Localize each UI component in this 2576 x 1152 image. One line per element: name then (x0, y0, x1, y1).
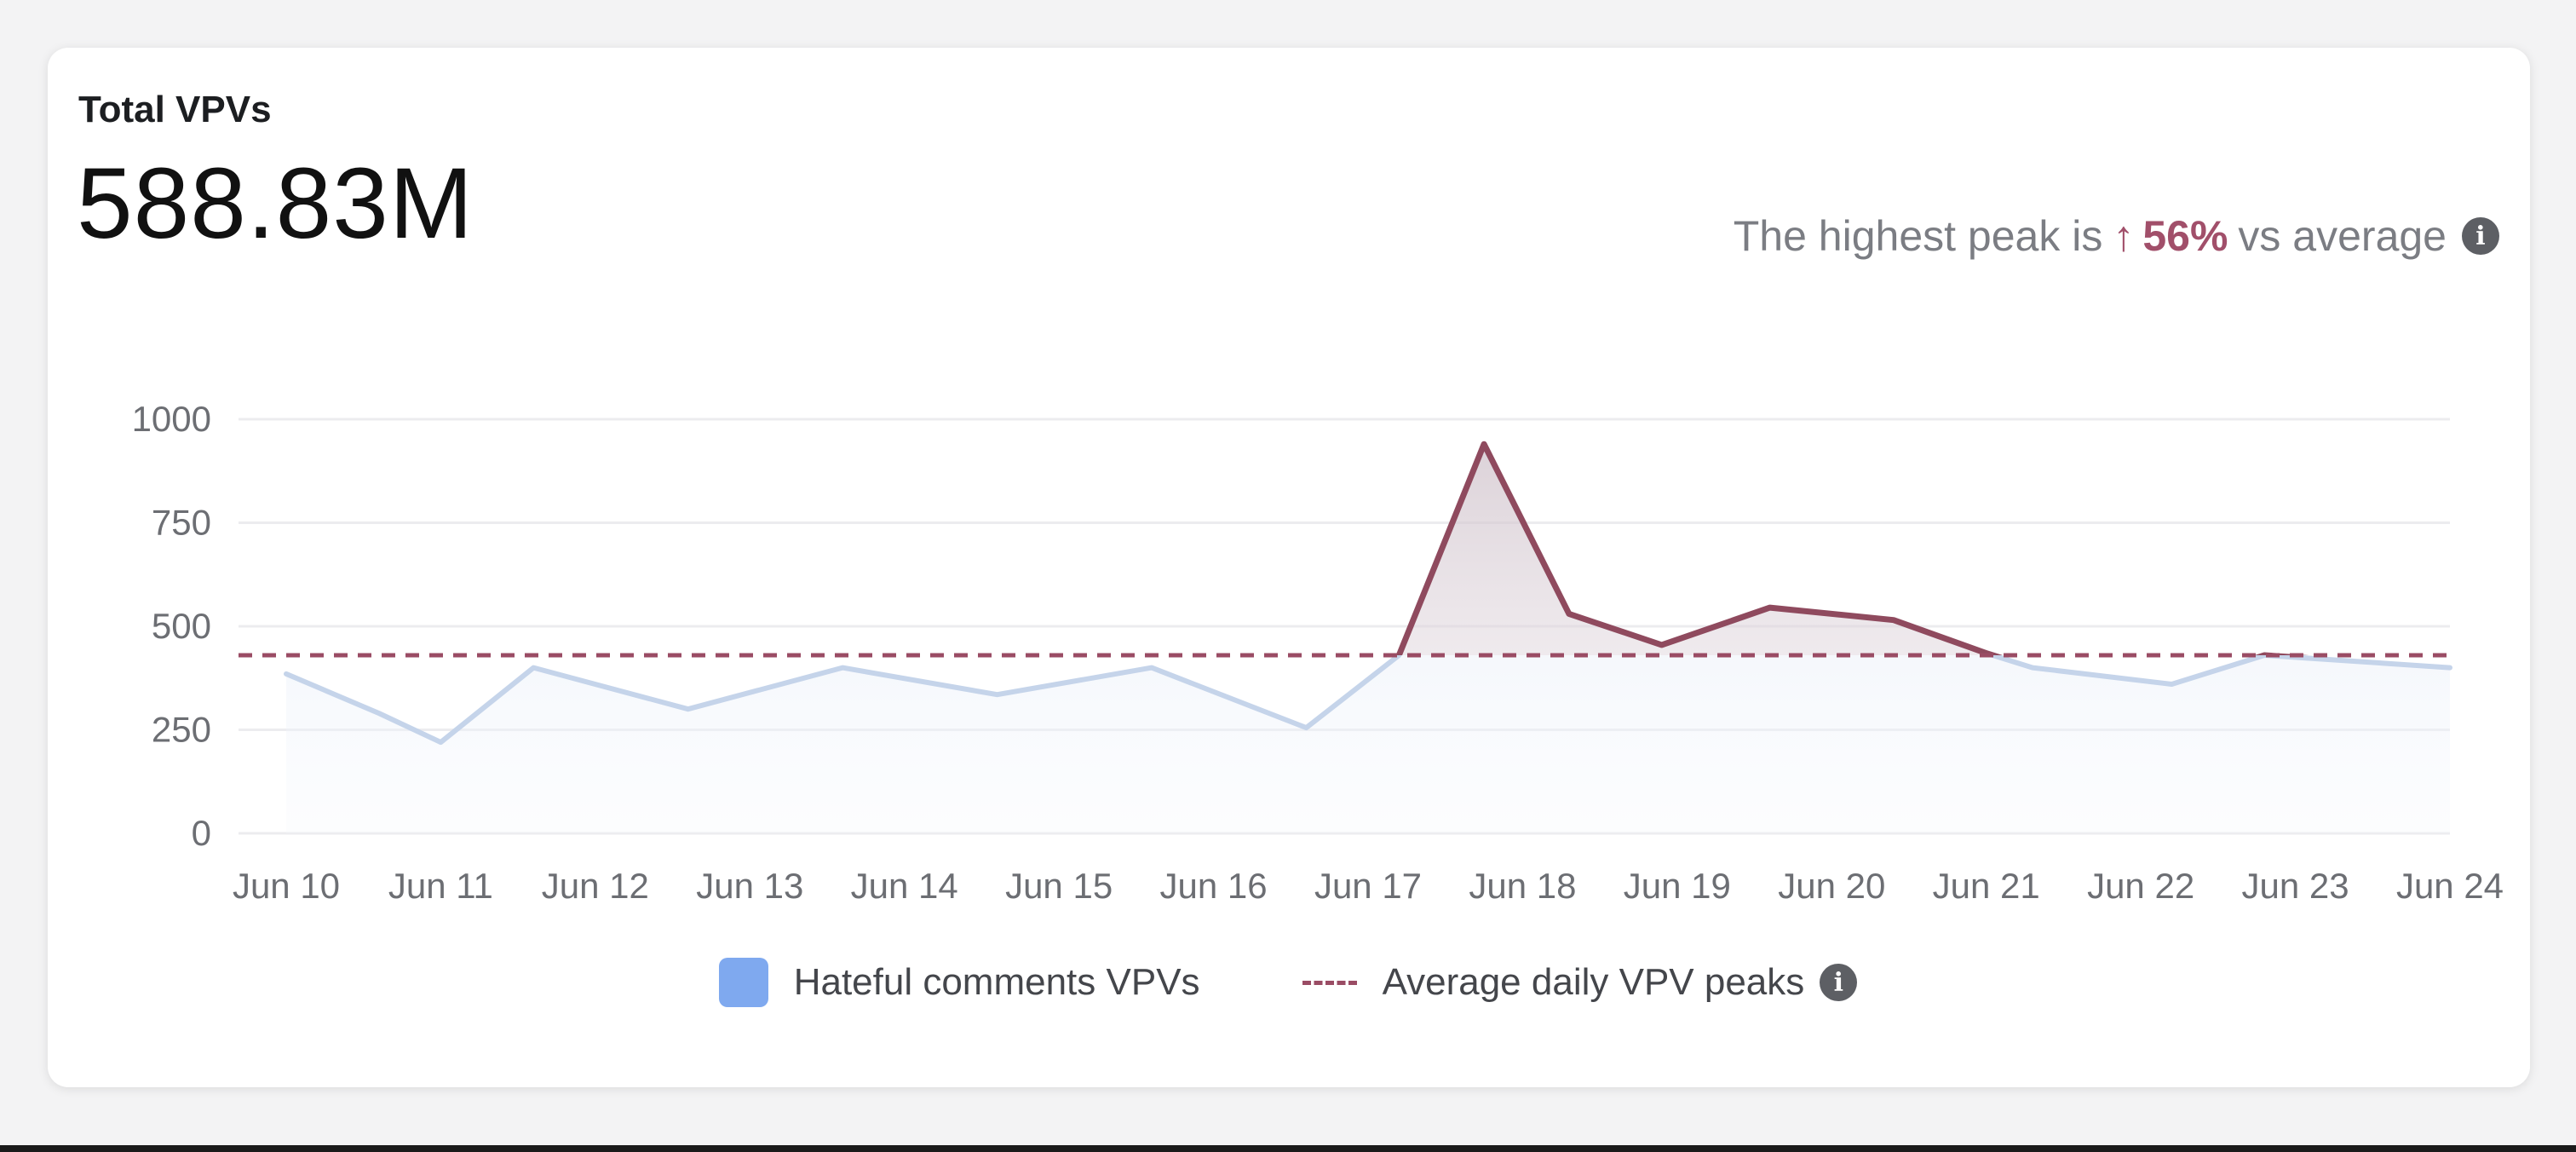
legend-dash-line (1302, 980, 1357, 985)
chart-card (48, 48, 2530, 1087)
data-point[interactable] (2169, 682, 2174, 687)
series-area-below-average (286, 655, 2450, 833)
series-area (286, 444, 2450, 833)
card-title: Total VPVs (78, 89, 272, 130)
x-tick-label: Jun 22 (2087, 866, 2194, 906)
peak-note: The highest peak is ↑ 56% vs average i (1734, 211, 2499, 261)
x-tick-label: Jun 24 (2396, 866, 2504, 906)
data-point[interactable] (2447, 665, 2452, 671)
series-line-above-average (1394, 441, 2309, 656)
x-tick-label: Jun 17 (1314, 866, 1422, 906)
info-icon[interactable]: i (1820, 964, 1858, 1001)
bottom-bar (0, 1145, 2576, 1152)
data-point[interactable] (377, 711, 382, 716)
data-point[interactable] (1396, 653, 1401, 658)
data-point[interactable] (1149, 665, 1154, 671)
legend-series-label: Hateful comments VPVs (793, 961, 1200, 1003)
x-tick-label: Jun 18 (1469, 866, 1576, 906)
data-point[interactable] (1303, 725, 1308, 730)
series-area-above-average (1399, 444, 2265, 656)
y-tick-label-1000: 1000 (132, 399, 211, 439)
y-tick-label-500: 500 (152, 606, 211, 646)
data-point[interactable] (284, 671, 289, 677)
peak-percent: 56% (2142, 212, 2228, 260)
data-point[interactable] (686, 706, 691, 711)
arrow-up-icon: ↑ (2113, 212, 2135, 260)
x-tick-label: Jun 14 (851, 866, 958, 906)
x-tick-label: Jun 21 (1933, 866, 2040, 906)
data-point[interactable] (1768, 605, 1773, 610)
legend-item-average[interactable]: Average daily VPV peaks i (1302, 961, 1858, 1004)
x-tick-label: Jun 23 (2242, 866, 2349, 906)
total-vpvs-value: 588.83M (77, 147, 474, 260)
x-tick-label: Jun 20 (1778, 866, 1885, 906)
legend-item-series[interactable]: Hateful comments VPVs (718, 958, 1200, 1007)
data-point[interactable] (531, 665, 536, 671)
peak-note-prefix: The highest peak is (1733, 212, 2103, 260)
data-point[interactable] (1481, 441, 1486, 446)
y-tick-label-0: 0 (192, 813, 211, 853)
series-line-below-average (284, 655, 2452, 746)
data-point[interactable] (1891, 618, 1896, 623)
x-tick-label: Jun 11 (388, 866, 493, 906)
data-point[interactable] (1567, 611, 1572, 616)
x-tick-label: Jun 15 (1005, 866, 1113, 906)
data-point[interactable] (1659, 642, 1665, 648)
x-tick-label: Jun 16 (1160, 866, 1268, 906)
x-tick-label: Jun 12 (542, 866, 649, 906)
legend-swatch (718, 958, 768, 1007)
x-tick-label: Jun 13 (696, 866, 803, 906)
y-axis-ticks: 0 250 500 750 1000 (132, 399, 211, 853)
data-point[interactable] (840, 665, 845, 671)
data-point[interactable] (438, 740, 443, 745)
y-tick-label-750: 750 (152, 503, 211, 543)
legend-average-label: Average daily VPV peaks (1382, 961, 1805, 1003)
x-tick-label: Jun 10 (233, 866, 340, 906)
data-point[interactable] (995, 692, 1000, 697)
series-lines (284, 441, 2452, 746)
x-tick-label: Jun 19 (1624, 866, 1731, 906)
chart-legend: Hateful comments VPVs Average daily VPV … (0, 958, 2576, 1007)
peak-note-suffix: vs average (2238, 212, 2447, 260)
y-tick-label-250: 250 (152, 710, 211, 750)
x-axis-ticks: Jun 10 Jun 11 Jun 12 Jun 13 Jun 14 Jun 15 Jun … (233, 866, 2504, 906)
data-point[interactable] (2030, 665, 2035, 671)
info-icon[interactable]: i (2462, 217, 2499, 255)
